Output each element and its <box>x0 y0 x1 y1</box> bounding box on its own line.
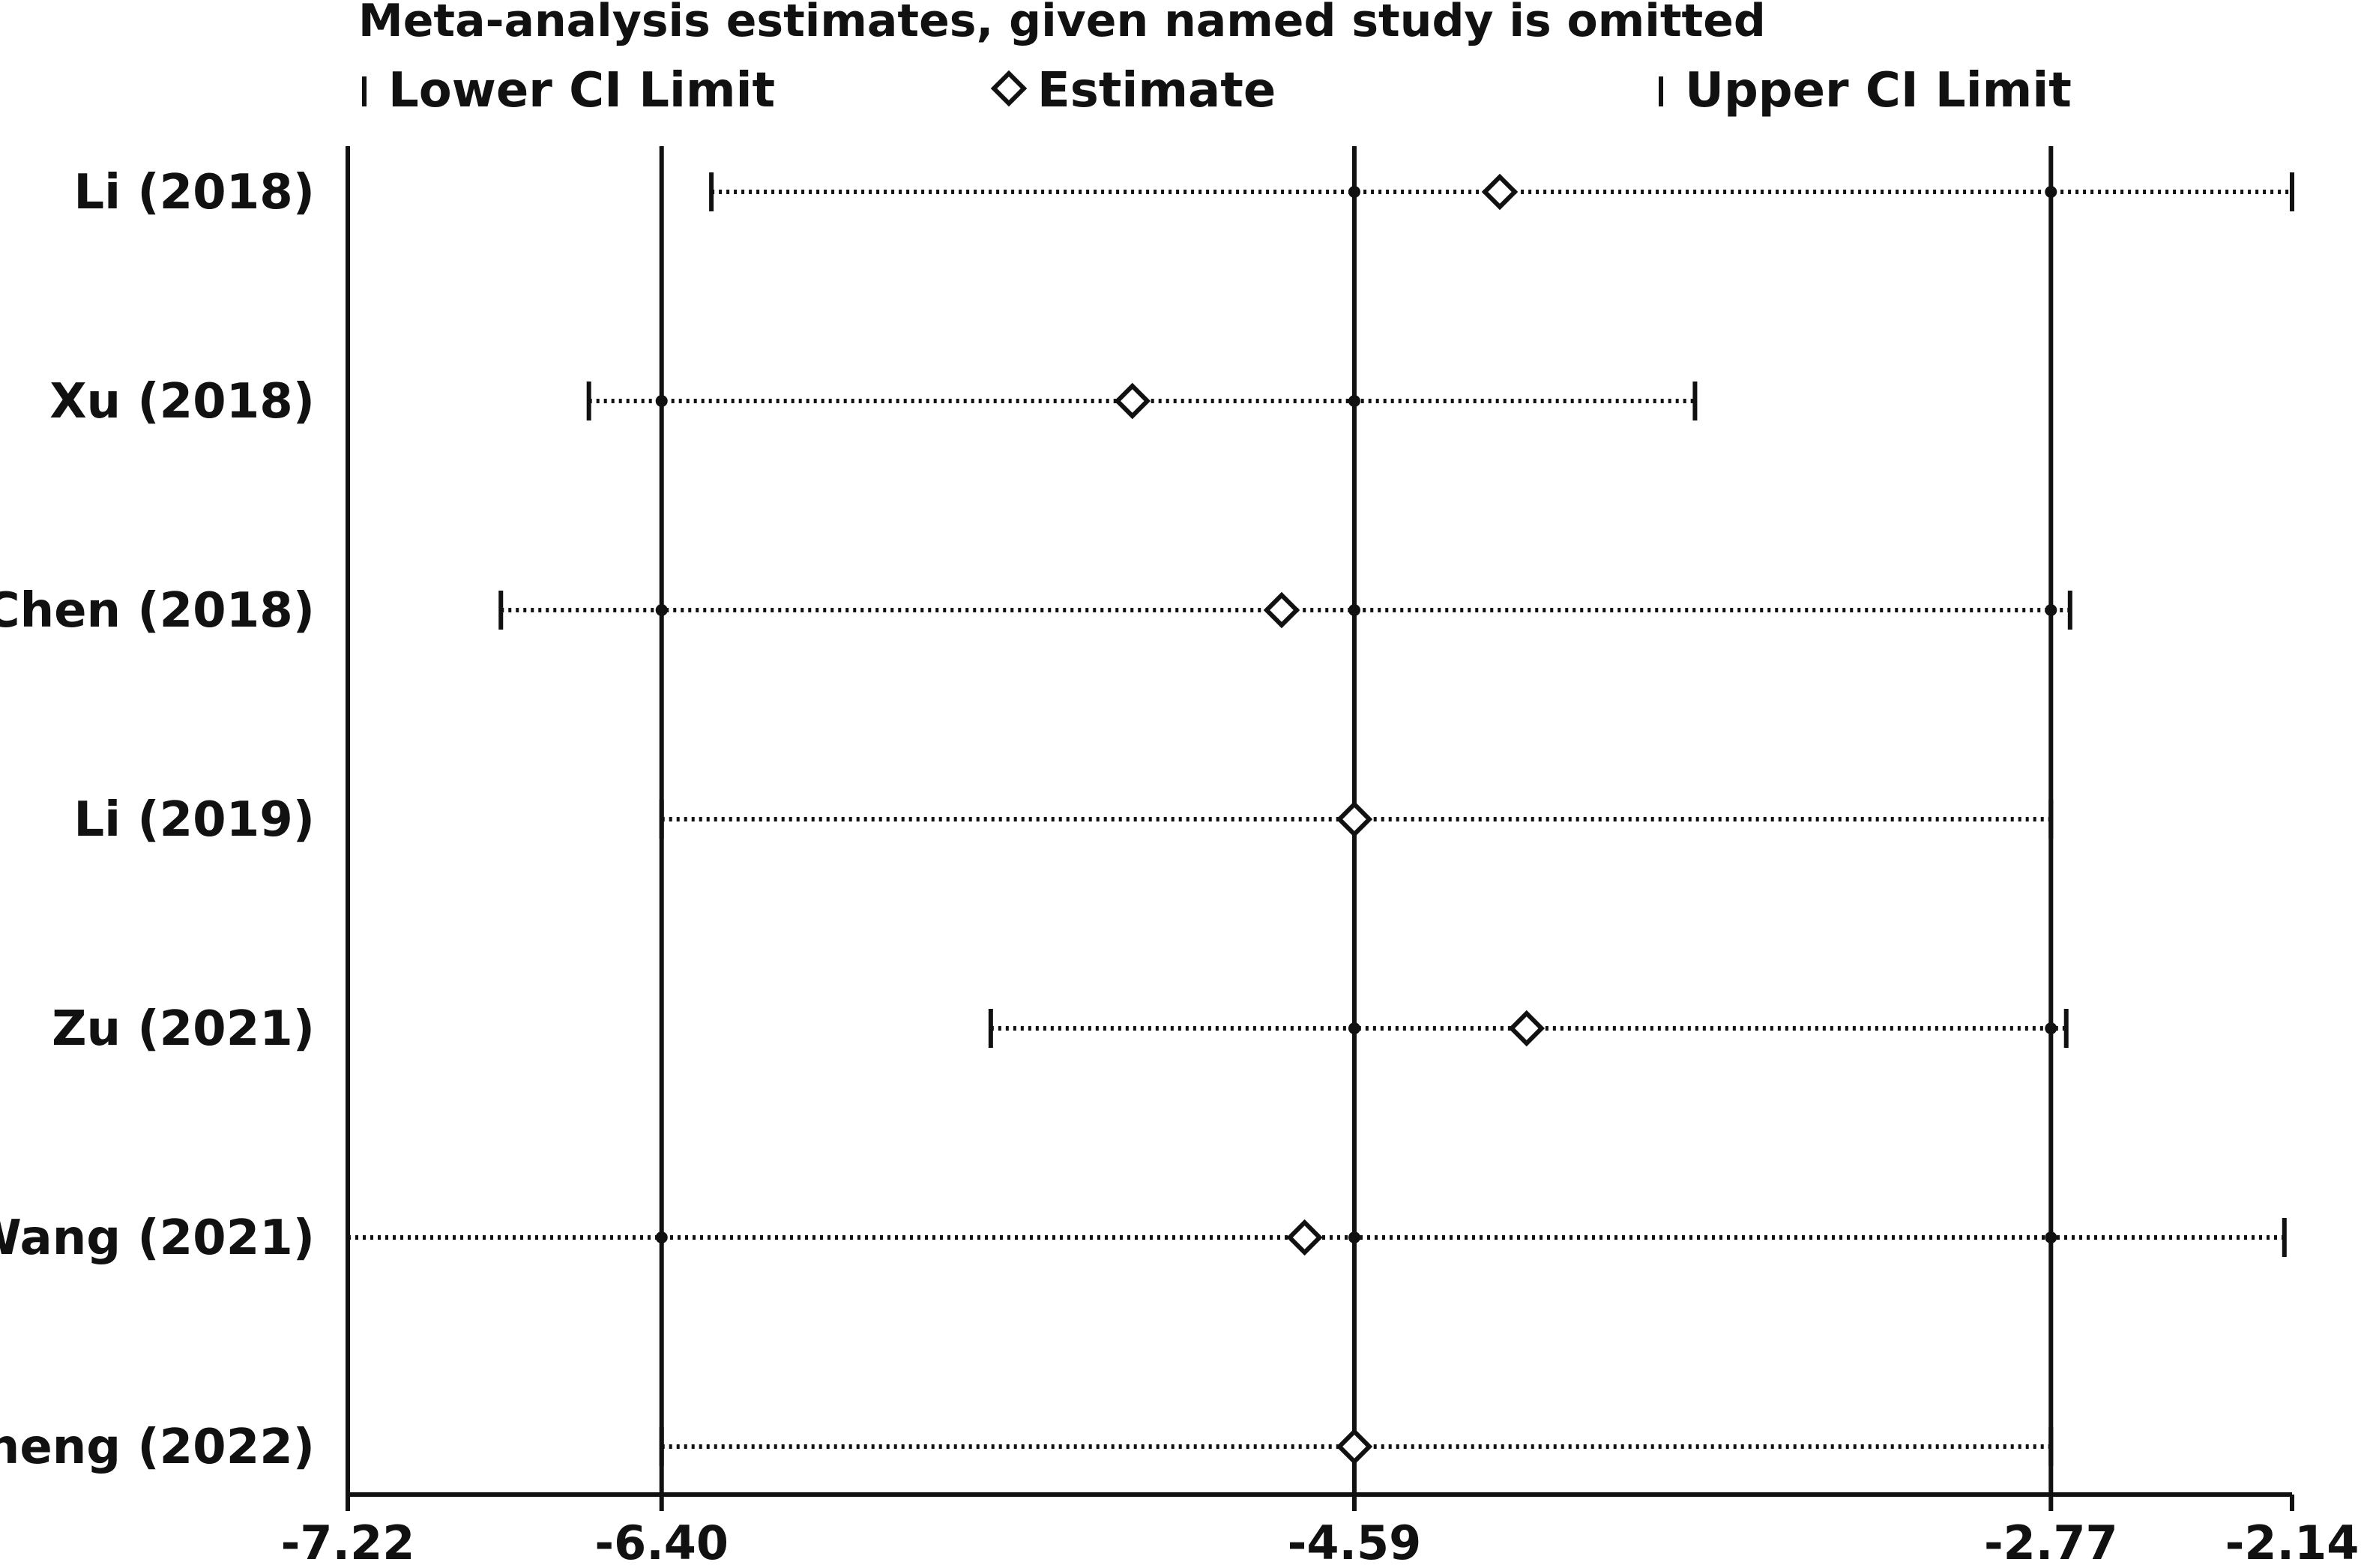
plot-area: -7.22 -6.40 -4.59 -2.77 -2.14 Li (2018) Xu (20… <box>0 146 2359 1568</box>
ci-crossing-dot <box>655 604 668 616</box>
legend-estimate-label: Estimate <box>1037 63 1276 118</box>
x-tick-label: -2.14 <box>2225 1516 2360 1568</box>
study-label: Xu (2018) <box>49 374 315 429</box>
estimate-diamond <box>1263 591 1300 629</box>
estimate-diamond <box>1481 173 1519 211</box>
x-tick-label: -7.22 <box>281 1516 415 1568</box>
chart-title: Meta-analysis estimates, given named stu… <box>358 0 1766 47</box>
legend-estimate-marker <box>990 70 1028 107</box>
legend-lower-ci-label: Lower CI Limit <box>388 63 775 118</box>
x-tick-label: -4.59 <box>1288 1516 1422 1568</box>
estimate-diamond <box>1114 382 1151 420</box>
ci-crossing-dot <box>1348 604 1360 616</box>
estimate-diamond <box>1286 1219 1323 1256</box>
study-label: Chen (2018) <box>0 583 315 639</box>
ci-crossing-dot <box>2045 604 2057 616</box>
ci-crossing-dot <box>1348 1022 1360 1034</box>
study-label: Wang (2021) <box>0 1210 315 1266</box>
ci-crossing-dot <box>1348 186 1360 198</box>
ci-crossing-dot <box>1348 395 1360 407</box>
ci-crossing-dot <box>1348 1231 1360 1243</box>
x-tick-label: -2.77 <box>1984 1516 2118 1568</box>
study-label: Zheng (2022) <box>0 1420 315 1475</box>
study-label: Li (2018) <box>73 165 315 220</box>
estimate-diamond <box>1508 1010 1545 1047</box>
estimate-diamond <box>1336 800 1373 838</box>
ci-crossing-dot <box>2045 1231 2057 1243</box>
ci-crossing-dot <box>2045 1022 2057 1034</box>
x-tick-label: -6.40 <box>594 1516 729 1568</box>
estimate-diamond <box>1336 1428 1373 1465</box>
study-label: Li (2019) <box>73 792 315 848</box>
legend: Lower CI Limit Estimate Upper CI Limit <box>362 63 2072 118</box>
legend-upper-ci-label: Upper CI Limit <box>1685 63 2072 118</box>
ci-crossing-dot <box>655 1231 668 1243</box>
ci-crossing-dot <box>2045 186 2057 198</box>
study-label: Zu (2021) <box>52 1001 315 1057</box>
ci-crossing-dot <box>655 395 668 407</box>
